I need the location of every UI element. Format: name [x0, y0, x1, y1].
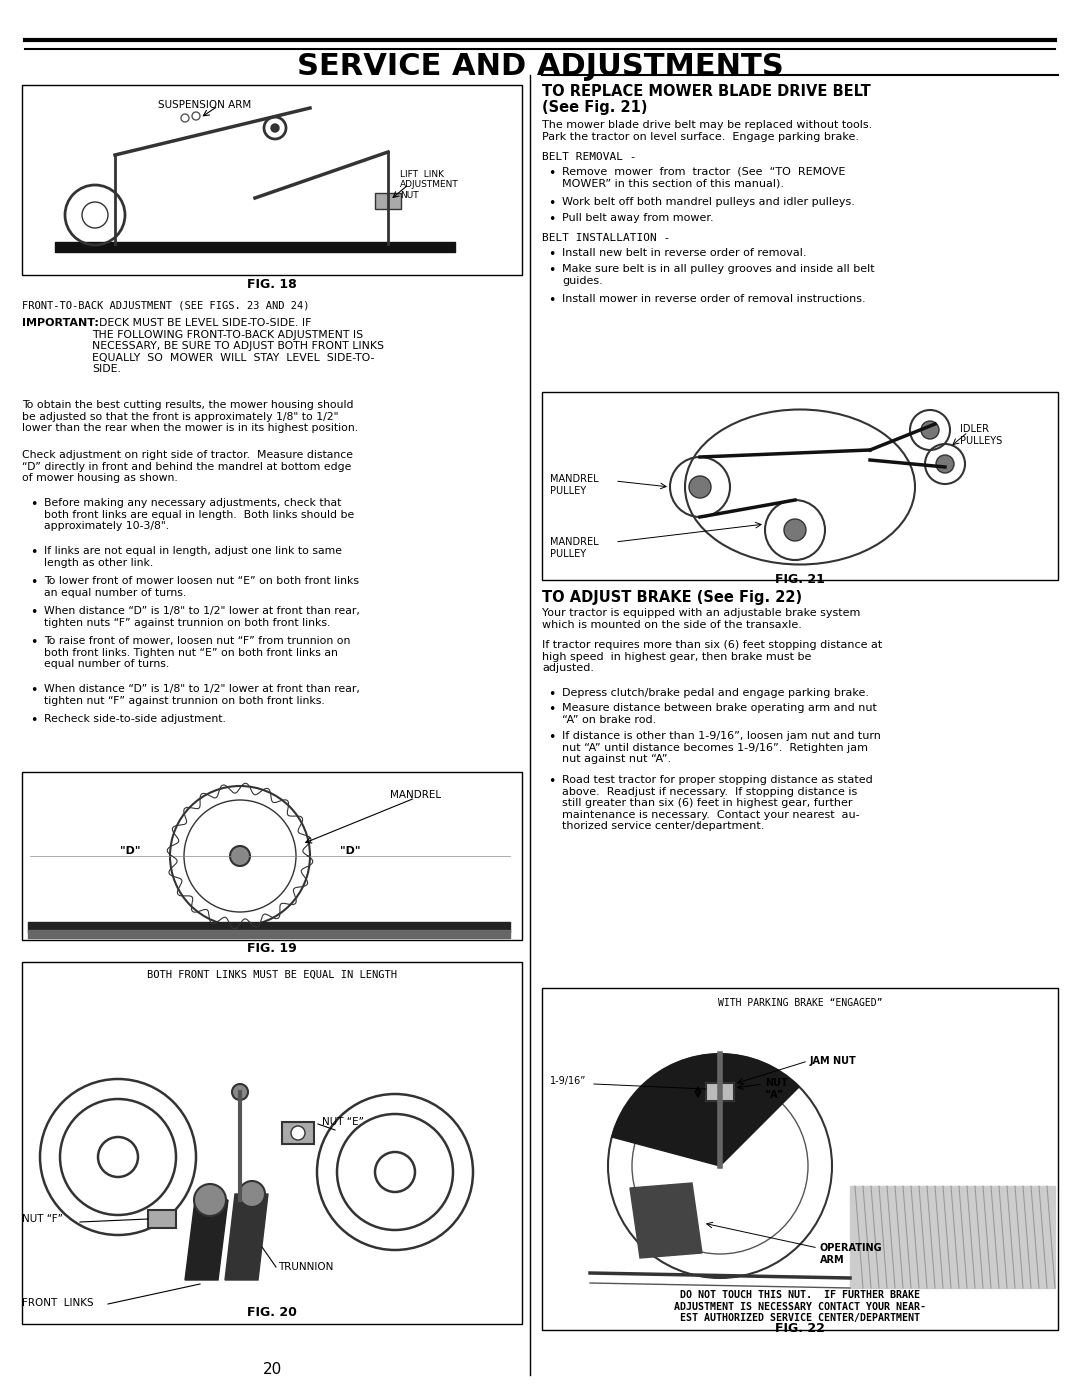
Text: IDLER
PULLEYS: IDLER PULLEYS	[960, 425, 1002, 446]
Text: FIG. 19: FIG. 19	[247, 942, 297, 956]
Text: IMPORTANT:: IMPORTANT:	[22, 319, 99, 328]
Circle shape	[291, 1126, 305, 1140]
Text: •: •	[548, 249, 555, 261]
Bar	[148, 1210, 176, 1228]
Text: Your tractor is equipped with an adjustable brake system
which is mounted on the: Your tractor is equipped with an adjusta…	[542, 608, 861, 630]
Text: TO REPLACE MOWER BLADE DRIVE BELT: TO REPLACE MOWER BLADE DRIVE BELT	[542, 84, 870, 99]
Text: Install new belt in reverse order of removal.: Install new belt in reverse order of rem…	[562, 249, 807, 258]
Polygon shape	[185, 1200, 228, 1280]
Text: To lower front of mower loosen nut “E” on both front links
an equal number of tu: To lower front of mower loosen nut “E” o…	[44, 576, 359, 598]
Text: (See Fig. 21): (See Fig. 21)	[542, 101, 648, 115]
Text: •: •	[30, 546, 38, 559]
Text: •: •	[30, 497, 38, 511]
Text: NUT “F”: NUT “F”	[22, 1214, 63, 1224]
Text: BOTH FRONT LINKS MUST BE EQUAL IN LENGTH: BOTH FRONT LINKS MUST BE EQUAL IN LENGTH	[147, 970, 397, 981]
Text: 20: 20	[262, 1362, 282, 1377]
Bar	[542, 988, 1058, 1330]
Text: •: •	[30, 685, 38, 697]
Text: To obtain the best cutting results, the mower housing should
be adjusted so that: To obtain the best cutting results, the …	[22, 400, 359, 433]
Text: •: •	[548, 731, 555, 745]
Text: FIG. 20: FIG. 20	[247, 1306, 297, 1319]
Polygon shape	[611, 1053, 799, 1166]
Text: Pull belt away from mower.: Pull belt away from mower.	[562, 212, 714, 224]
Text: Make sure belt is in all pulley grooves and inside all belt
guides.: Make sure belt is in all pulley grooves …	[562, 264, 875, 285]
Circle shape	[230, 847, 249, 866]
Circle shape	[232, 1084, 248, 1099]
Polygon shape	[630, 1183, 702, 1259]
Circle shape	[689, 476, 711, 497]
Text: MANDREL
PULLEY: MANDREL PULLEY	[550, 536, 598, 559]
Polygon shape	[225, 1194, 268, 1280]
Text: Remove  mower  from  tractor  (See  “TO  REMOVE
MOWER” in this section of this m: Remove mower from tractor (See “TO REMOV…	[562, 168, 846, 189]
Text: •: •	[30, 606, 38, 619]
Text: SUSPENSION ARM: SUSPENSION ARM	[158, 101, 252, 110]
Circle shape	[936, 455, 954, 474]
Text: NUT
“A”: NUT “A”	[765, 1078, 787, 1099]
Text: MANDREL: MANDREL	[390, 789, 441, 800]
Circle shape	[271, 124, 279, 131]
Text: JAM NUT: JAM NUT	[810, 1056, 856, 1066]
Text: "D": "D"	[340, 847, 361, 856]
Circle shape	[194, 1185, 226, 1215]
Text: If distance is other than 1-9/16”, loosen jam nut and turn
nut “A” until distanc: If distance is other than 1-9/16”, loose…	[562, 731, 881, 764]
Text: TO ADJUST BRAKE (See Fig. 22): TO ADJUST BRAKE (See Fig. 22)	[542, 590, 802, 605]
Bar	[22, 85, 522, 275]
Text: Recheck side-to-side adjustment.: Recheck side-to-side adjustment.	[44, 714, 226, 724]
Text: BELT REMOVAL -: BELT REMOVAL -	[542, 152, 636, 162]
Text: Work belt off both mandrel pulleys and idler pulleys.: Work belt off both mandrel pulleys and i…	[562, 197, 855, 207]
Text: •: •	[548, 687, 555, 701]
Text: •: •	[548, 212, 555, 226]
Bar	[282, 1122, 314, 1144]
Text: Install mower in reverse order of removal instructions.: Install mower in reverse order of remova…	[562, 293, 866, 305]
Text: LIFT  LINK
ADJUSTMENT
NUT: LIFT LINK ADJUSTMENT NUT	[400, 170, 459, 200]
Text: •: •	[548, 775, 555, 788]
Text: •: •	[548, 264, 555, 277]
Text: DECK MUST BE LEVEL SIDE-TO-SIDE. IF
THE FOLLOWING FRONT-TO-BACK ADJUSTMENT IS
NE: DECK MUST BE LEVEL SIDE-TO-SIDE. IF THE …	[92, 319, 384, 374]
Bar	[375, 193, 401, 210]
Bar	[22, 773, 522, 940]
Text: SERVICE AND ADJUSTMENTS: SERVICE AND ADJUSTMENTS	[297, 52, 783, 81]
Text: •: •	[30, 714, 38, 726]
Bar	[22, 963, 522, 1324]
Bar	[542, 393, 1058, 580]
Text: BELT INSTALLATION -: BELT INSTALLATION -	[542, 233, 671, 243]
Text: MANDREL
PULLEY: MANDREL PULLEY	[550, 474, 598, 496]
Text: To raise front of mower, loosen nut “F” from trunnion on
both front links. Tight: To raise front of mower, loosen nut “F” …	[44, 636, 350, 669]
Text: •: •	[30, 576, 38, 590]
Text: Check adjustment on right side of tractor.  Measure distance
“D” directly in fro: Check adjustment on right side of tracto…	[22, 450, 353, 483]
Text: FRONT  LINKS: FRONT LINKS	[22, 1298, 94, 1308]
Bar	[706, 1083, 734, 1101]
Text: NUT “E”: NUT “E”	[322, 1118, 364, 1127]
Text: When distance “D” is 1/8" to 1/2" lower at front than rear,
tighten nuts “F” aga: When distance “D” is 1/8" to 1/2" lower …	[44, 606, 360, 627]
Circle shape	[921, 420, 939, 439]
Text: •: •	[548, 293, 555, 307]
Text: 1-9/16”: 1-9/16”	[550, 1076, 586, 1085]
Text: If tractor requires more than six (6) feet stopping distance at
high speed  in h: If tractor requires more than six (6) fe…	[542, 640, 882, 673]
Text: Measure distance between brake operating arm and nut
“A” on brake rod.: Measure distance between brake operating…	[562, 703, 877, 725]
Text: OPERATING
ARM: OPERATING ARM	[820, 1243, 882, 1264]
Text: If links are not equal in length, adjust one link to same
length as other link.: If links are not equal in length, adjust…	[44, 546, 342, 567]
Text: WITH PARKING BRAKE “ENGAGED”: WITH PARKING BRAKE “ENGAGED”	[718, 997, 882, 1009]
Text: FRONT-TO-BACK ADJUSTMENT (SEE FIGS. 23 AND 24): FRONT-TO-BACK ADJUSTMENT (SEE FIGS. 23 A…	[22, 300, 310, 310]
Text: •: •	[548, 168, 555, 180]
Text: •: •	[548, 703, 555, 717]
Circle shape	[239, 1180, 265, 1207]
Circle shape	[784, 520, 806, 541]
Text: •: •	[30, 636, 38, 650]
Text: Depress clutch/brake pedal and engage parking brake.: Depress clutch/brake pedal and engage pa…	[562, 687, 869, 698]
Text: FIG. 21: FIG. 21	[775, 573, 825, 585]
Text: Road test tractor for proper stopping distance as stated
above.  Readjust if nec: Road test tractor for proper stopping di…	[562, 775, 873, 831]
Text: Before making any necessary adjustments, check that
both front links are equal i: Before making any necessary adjustments,…	[44, 497, 354, 531]
Text: DO NOT TOUCH THIS NUT.  IF FURTHER BRAKE
ADJUSTMENT IS NECESSARY CONTACT YOUR NE: DO NOT TOUCH THIS NUT. IF FURTHER BRAKE …	[674, 1289, 926, 1323]
Text: TRUNNION: TRUNNION	[278, 1261, 334, 1273]
Text: FIG. 18: FIG. 18	[247, 278, 297, 291]
Text: The mower blade drive belt may be replaced without tools.
Park the tractor on le: The mower blade drive belt may be replac…	[542, 120, 873, 141]
Text: When distance “D” is 1/8" to 1/2" lower at front than rear,
tighten nut “F” agai: When distance “D” is 1/8" to 1/2" lower …	[44, 685, 360, 705]
Text: FIG. 22: FIG. 22	[775, 1322, 825, 1336]
Text: •: •	[548, 197, 555, 210]
Text: "D": "D"	[120, 847, 140, 856]
